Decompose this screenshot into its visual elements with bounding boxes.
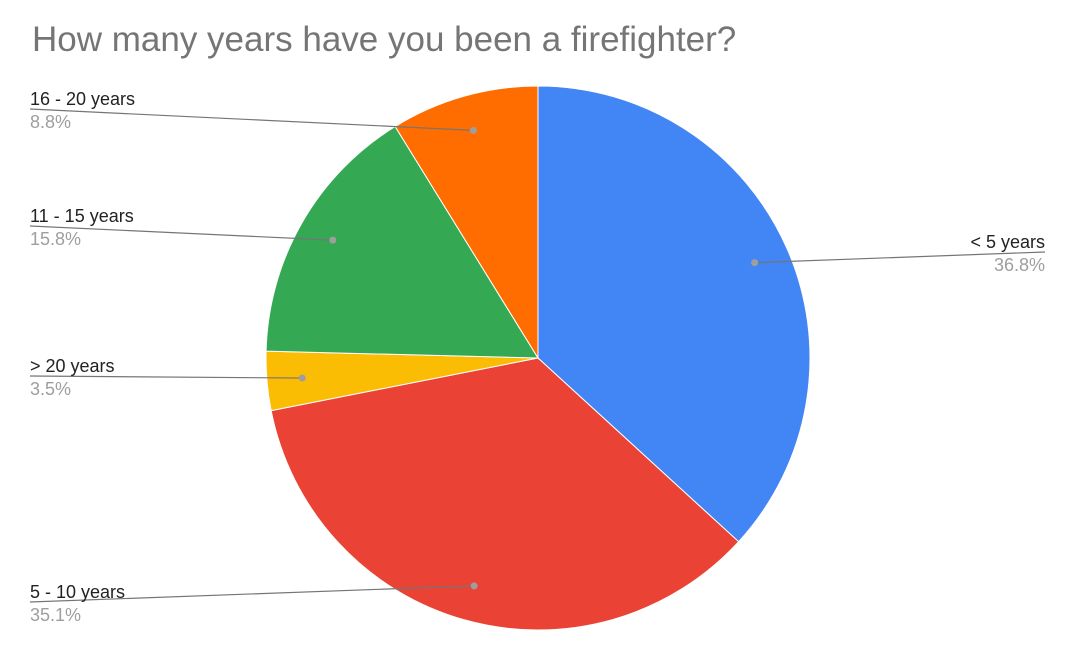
leader-line-16-20-years bbox=[29, 108, 474, 131]
slice-label-gt-20-years: > 20 years bbox=[30, 356, 115, 376]
pie-slice-lt-5-years[interactable] bbox=[537, 85, 811, 543]
pie-slice-11-15-years[interactable] bbox=[265, 125, 539, 359]
leader-dot-11-15-years bbox=[329, 236, 337, 244]
leader-dot-gt-20-years bbox=[298, 374, 306, 382]
leader-line-11-15-years bbox=[29, 225, 333, 241]
slice-label-5-10-years: 5 - 10 years bbox=[30, 582, 125, 602]
slice-label-11-15-years: 11 - 15 years bbox=[30, 206, 134, 226]
slice-percent-gt-20-years: 3.5% bbox=[30, 379, 71, 399]
slice-percent-16-20-years: 8.8% bbox=[30, 112, 71, 132]
slice-label-lt-5-years: < 5 years bbox=[970, 232, 1045, 252]
leader-dot-5-10-years bbox=[470, 582, 478, 590]
leader-dot-16-20-years bbox=[469, 126, 477, 134]
slice-percent-11-15-years: 15.8% bbox=[30, 229, 81, 249]
slice-percent-5-10-years: 35.1% bbox=[30, 605, 81, 625]
leader-line-5-10-years bbox=[29, 585, 475, 603]
slice-percent-lt-5-years: 36.8% bbox=[994, 255, 1045, 275]
leader-line-gt-20-years bbox=[29, 375, 303, 379]
slice-label-16-20-years: 16 - 20 years bbox=[30, 89, 135, 109]
leader-dot-lt-5-years bbox=[751, 259, 759, 267]
leader-line-lt-5-years bbox=[754, 251, 1046, 264]
pie-slice-5-10-years[interactable] bbox=[270, 357, 740, 631]
pie-slice-16-20-years[interactable] bbox=[394, 85, 539, 360]
chart-title: How many years have you been a firefight… bbox=[32, 20, 737, 59]
